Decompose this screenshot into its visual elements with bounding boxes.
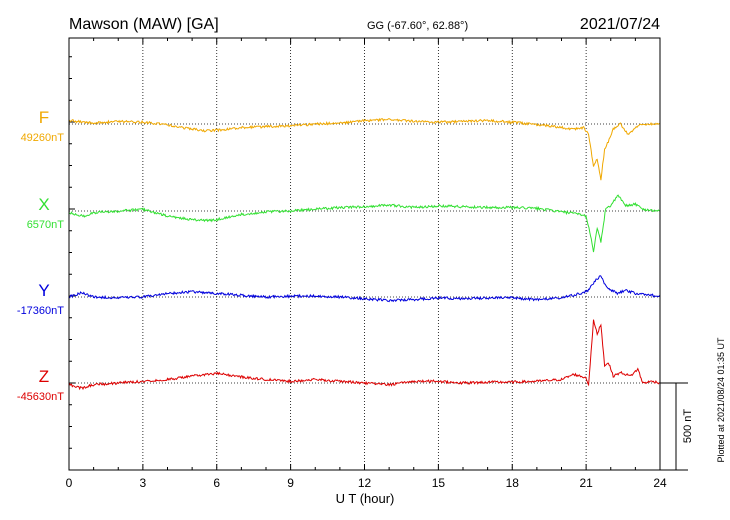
plot-frame [68, 37, 661, 471]
x-tick-label: 3 [140, 476, 147, 490]
series-group: F 49260nT X 6570nT Y -17360nT Z -45630nT [17, 108, 661, 403]
series-line-f [68, 117, 661, 181]
x-tick-label: 6 [213, 476, 220, 490]
series-line-x [68, 194, 661, 253]
x-tick-label: 0 [66, 476, 73, 490]
plotted-timestamp: Plotted at 2021/08/24 01:35 UT [716, 337, 726, 463]
x-tick-label: 12 [358, 476, 372, 490]
series-name-z: Z [39, 367, 49, 386]
series-name-x: X [38, 195, 49, 214]
station-title: Mawson (MAW) [GA] [69, 16, 219, 33]
x-tick-label: 15 [432, 476, 446, 490]
x-tick-label: 24 [653, 476, 667, 490]
date-label: 2021/07/24 [580, 16, 660, 33]
coordinates-label: GG (-67.60°, 62.88°) [367, 20, 468, 32]
x-tick-labels: 0 3 6 9 12 15 18 21 24 [66, 476, 667, 490]
series-baseline-f: 49260nT [21, 132, 65, 144]
grid [69, 38, 660, 470]
series-name-f: F [39, 108, 49, 127]
x-tick-label: 18 [506, 476, 520, 490]
scale-bar: 500 nT [660, 382, 694, 471]
series-name-y: Y [38, 281, 49, 300]
x-axis-label: U T (hour) [336, 491, 395, 506]
x-tick-label: 9 [287, 476, 294, 490]
series-line-y [68, 275, 661, 303]
scale-bar-label: 500 nT [682, 409, 694, 444]
x-tick-label: 21 [579, 476, 593, 490]
series-baseline-x: 6570nT [27, 219, 65, 231]
series-baseline-z: -45630nT [17, 391, 64, 403]
series-baseline-y: -17360nT [17, 305, 64, 317]
series-line-z [68, 319, 661, 391]
